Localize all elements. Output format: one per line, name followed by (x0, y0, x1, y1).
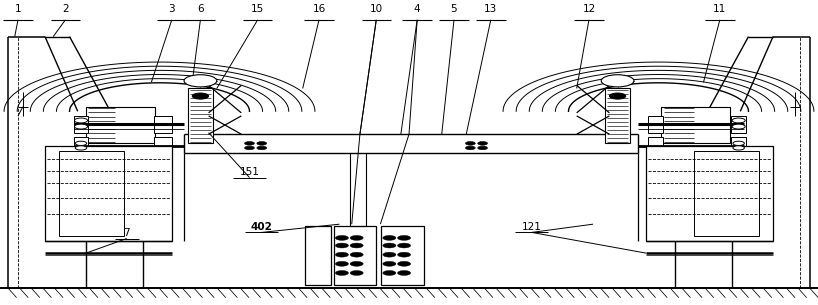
Circle shape (733, 146, 744, 150)
Bar (381, 226, 424, 285)
Bar (731, 137, 746, 152)
Circle shape (383, 271, 396, 275)
Circle shape (335, 235, 348, 240)
Text: 402: 402 (251, 222, 272, 232)
Circle shape (350, 252, 363, 257)
Bar (74, 116, 88, 133)
Text: 13: 13 (484, 4, 497, 14)
Text: 10: 10 (370, 4, 383, 14)
Circle shape (601, 75, 634, 87)
Circle shape (74, 118, 88, 123)
Circle shape (75, 141, 87, 145)
Text: 3: 3 (169, 4, 175, 14)
Circle shape (335, 243, 348, 248)
Circle shape (245, 146, 254, 150)
Circle shape (257, 142, 267, 145)
Text: 11: 11 (713, 4, 726, 14)
Bar (74, 137, 88, 152)
Bar (648, 137, 663, 152)
Circle shape (184, 75, 217, 87)
Circle shape (398, 252, 411, 257)
Circle shape (74, 124, 88, 129)
Circle shape (350, 243, 363, 248)
Bar (45, 146, 172, 241)
Circle shape (465, 146, 475, 150)
Circle shape (192, 93, 209, 99)
Text: 16: 16 (312, 4, 326, 14)
Circle shape (383, 252, 396, 257)
Bar (694, 151, 759, 236)
Bar (154, 116, 172, 133)
Circle shape (335, 271, 348, 275)
Bar (646, 146, 773, 241)
Bar (731, 116, 746, 133)
Text: 6: 6 (197, 4, 204, 14)
Circle shape (350, 271, 363, 275)
Circle shape (245, 142, 254, 145)
Text: 12: 12 (582, 4, 596, 14)
Text: 2: 2 (62, 4, 69, 14)
Bar (305, 226, 331, 285)
Circle shape (732, 118, 745, 123)
Circle shape (350, 261, 363, 266)
Text: 15: 15 (251, 4, 264, 14)
Circle shape (478, 146, 488, 150)
Circle shape (733, 141, 744, 145)
Bar (154, 137, 172, 152)
Text: 4: 4 (414, 4, 420, 14)
Circle shape (478, 142, 488, 145)
Circle shape (732, 124, 745, 129)
Bar (661, 107, 730, 143)
Circle shape (383, 235, 396, 240)
Circle shape (609, 93, 626, 99)
Circle shape (383, 243, 396, 248)
Bar (648, 116, 663, 133)
Bar (188, 88, 213, 143)
Text: 151: 151 (240, 167, 259, 177)
Circle shape (398, 243, 411, 248)
Circle shape (398, 271, 411, 275)
Text: 1: 1 (15, 4, 21, 14)
Circle shape (398, 261, 411, 266)
Circle shape (75, 146, 87, 150)
Circle shape (383, 261, 396, 266)
Circle shape (350, 235, 363, 240)
Bar (334, 226, 376, 285)
Text: 7: 7 (124, 228, 130, 238)
Bar (605, 88, 630, 143)
Circle shape (398, 235, 411, 240)
Text: 5: 5 (451, 4, 457, 14)
Circle shape (257, 146, 267, 150)
Circle shape (335, 252, 348, 257)
Circle shape (465, 142, 475, 145)
Bar (86, 107, 155, 143)
Text: 121: 121 (522, 222, 542, 232)
Circle shape (335, 261, 348, 266)
Bar (59, 151, 124, 236)
